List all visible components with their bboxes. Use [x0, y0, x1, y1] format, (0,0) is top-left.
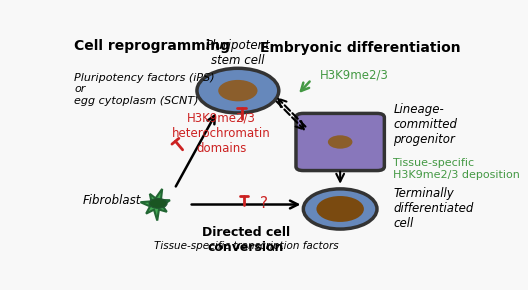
Text: Fibroblast: Fibroblast	[82, 193, 141, 206]
Text: Pluripotent
stem cell: Pluripotent stem cell	[205, 39, 270, 67]
Text: Cell reprogramming: Cell reprogramming	[74, 39, 230, 53]
Text: H3K9me2/3: H3K9me2/3	[319, 68, 389, 81]
FancyBboxPatch shape	[296, 113, 384, 171]
Circle shape	[149, 198, 167, 208]
Circle shape	[218, 80, 258, 101]
Text: H3K9me2/3
heterochromatin
domains: H3K9me2/3 heterochromatin domains	[172, 112, 271, 155]
Circle shape	[316, 196, 364, 222]
Text: Tissue-specific
H3K9me2/3 deposition: Tissue-specific H3K9me2/3 deposition	[393, 158, 520, 180]
Text: Embryonic differentiation: Embryonic differentiation	[260, 41, 461, 55]
Text: Lineage-
committed
progenitor: Lineage- committed progenitor	[393, 103, 457, 146]
Text: Terminally
differentiated
cell: Terminally differentiated cell	[393, 187, 474, 231]
Circle shape	[197, 68, 279, 113]
Circle shape	[328, 135, 353, 149]
Text: ?: ?	[260, 196, 268, 211]
Circle shape	[303, 189, 377, 229]
Polygon shape	[140, 189, 170, 220]
Text: Tissue-specific transcription factors: Tissue-specific transcription factors	[154, 241, 338, 251]
Text: Directed cell
conversion: Directed cell conversion	[202, 226, 290, 254]
Text: Pluripotency factors (iPS)
or
egg cytoplasm (SCNT): Pluripotency factors (iPS) or egg cytopl…	[74, 73, 215, 106]
